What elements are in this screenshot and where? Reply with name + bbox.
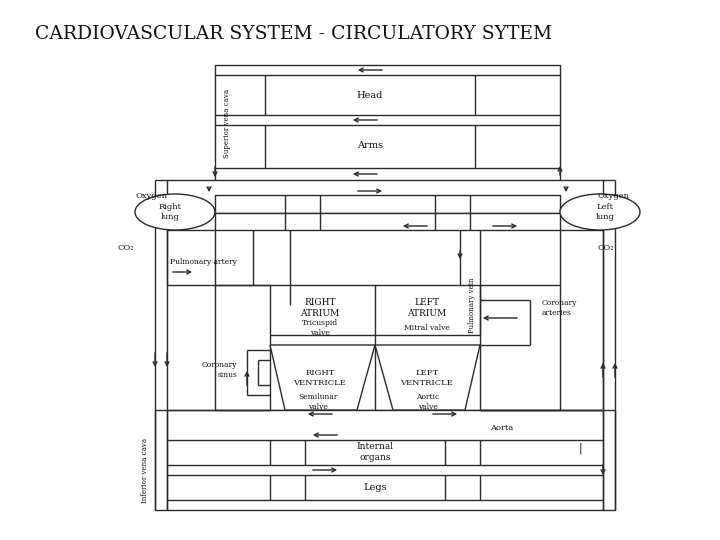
Text: Pulmonary artery: Pulmonary artery <box>170 258 237 266</box>
Text: RIGHT
ATRIUM: RIGHT ATRIUM <box>300 298 340 318</box>
Text: Superior vena cava: Superior vena cava <box>223 89 231 158</box>
Bar <box>215 195 560 213</box>
Bar <box>270 475 480 500</box>
Text: LEFT
VENTRICLE: LEFT VENTRICLE <box>400 369 454 387</box>
Text: Coronary
arteries: Coronary arteries <box>542 299 577 316</box>
Text: LEFT
ATRIUM: LEFT ATRIUM <box>408 298 446 318</box>
Text: Pulmonary vein: Pulmonary vein <box>468 277 476 333</box>
Text: Oxygen: Oxygen <box>598 192 630 200</box>
Bar <box>265 75 475 115</box>
Polygon shape <box>270 345 375 410</box>
Text: Mitral valve: Mitral valve <box>404 324 450 332</box>
Text: CO₂: CO₂ <box>598 244 614 252</box>
Text: Right
lung: Right lung <box>158 204 181 221</box>
Bar <box>265 125 475 168</box>
Text: Legs: Legs <box>363 483 387 491</box>
Text: Head: Head <box>357 91 383 99</box>
Bar <box>270 440 480 465</box>
Text: Inferior vena cava: Inferior vena cava <box>141 437 149 503</box>
Ellipse shape <box>560 194 640 230</box>
Bar <box>215 213 560 230</box>
Text: RIGHT
VENTRICLE: RIGHT VENTRICLE <box>294 369 346 387</box>
Text: Tricuspid
valve: Tricuspid valve <box>302 319 338 336</box>
Text: |: | <box>578 442 582 454</box>
Text: CARDIOVASCULAR SYSTEM - CIRCULATORY SYTEM: CARDIOVASCULAR SYSTEM - CIRCULATORY SYTE… <box>35 25 552 43</box>
Text: Left
lung: Left lung <box>595 204 614 221</box>
Text: CO₂: CO₂ <box>118 244 135 252</box>
Polygon shape <box>375 345 480 410</box>
Ellipse shape <box>135 194 215 230</box>
Text: Aorta: Aorta <box>490 424 513 432</box>
Text: Aortic
valve: Aortic valve <box>416 394 440 410</box>
Text: Coronary
sinus: Coronary sinus <box>202 361 237 379</box>
Bar <box>155 410 615 510</box>
Bar <box>215 65 560 180</box>
Bar <box>270 285 480 410</box>
Text: Internal
organs: Internal organs <box>356 442 394 462</box>
Text: Arms: Arms <box>357 141 383 151</box>
Text: Semilunar
valve: Semilunar valve <box>298 394 338 410</box>
Text: Oxygen: Oxygen <box>135 192 167 200</box>
